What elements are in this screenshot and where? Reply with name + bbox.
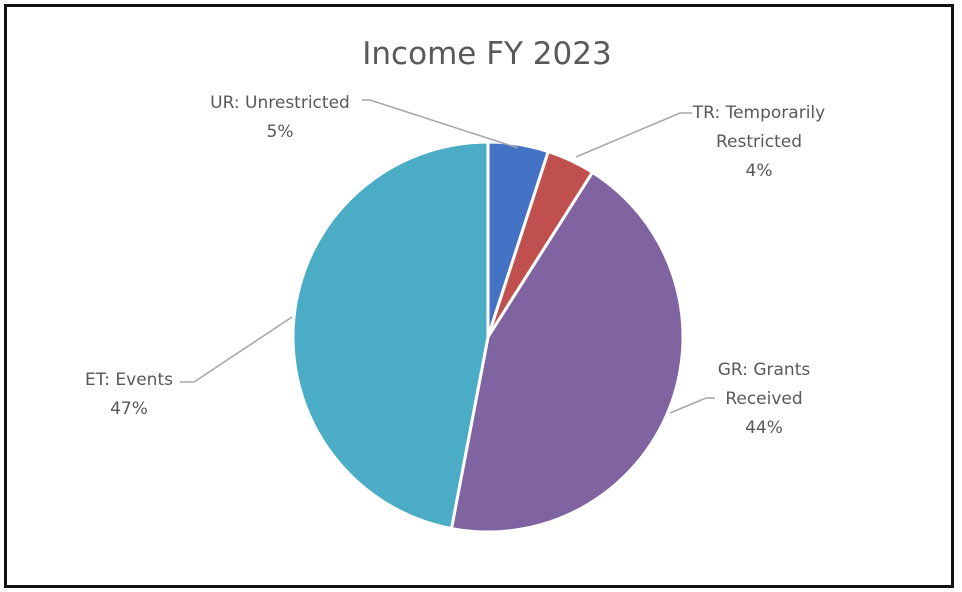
data-label-category: Restricted [716,132,802,152]
data-label-percent: 4% [746,161,773,181]
data-label-category: UR: Unrestricted [210,93,350,113]
data-label-3: GR: Grants Received 44% [718,360,811,438]
data-label-percent: 44% [745,418,783,438]
pie-slice-4 [291,140,490,531]
data-label-category: GR: Grants [718,360,811,380]
chart-title: Income FY 2023 [362,36,611,72]
data-label-4: ET: Events 47% [85,370,173,419]
pie-slice-3 [449,170,685,534]
data-label-1: UR: Unrestricted 5% [210,93,350,142]
data-label-percent: 5% [267,122,294,142]
data-label-percent: 47% [110,399,148,419]
leader-lines [180,99,715,414]
data-labels: UR: Unrestricted 5% TR: Temporarily Restric… [85,93,825,438]
data-label-category: Received [725,389,802,409]
data-label-category: ET: Events [85,370,173,390]
pie-slices [291,140,685,534]
leader-line-4 [180,316,293,383]
data-label-category: TR: Temporarily [692,103,825,123]
leader-line-3 [669,397,715,414]
leader-line-2 [575,112,692,158]
leader-line-1 [362,99,519,149]
data-label-2: TR: Temporarily Restricted 4% [692,103,825,181]
